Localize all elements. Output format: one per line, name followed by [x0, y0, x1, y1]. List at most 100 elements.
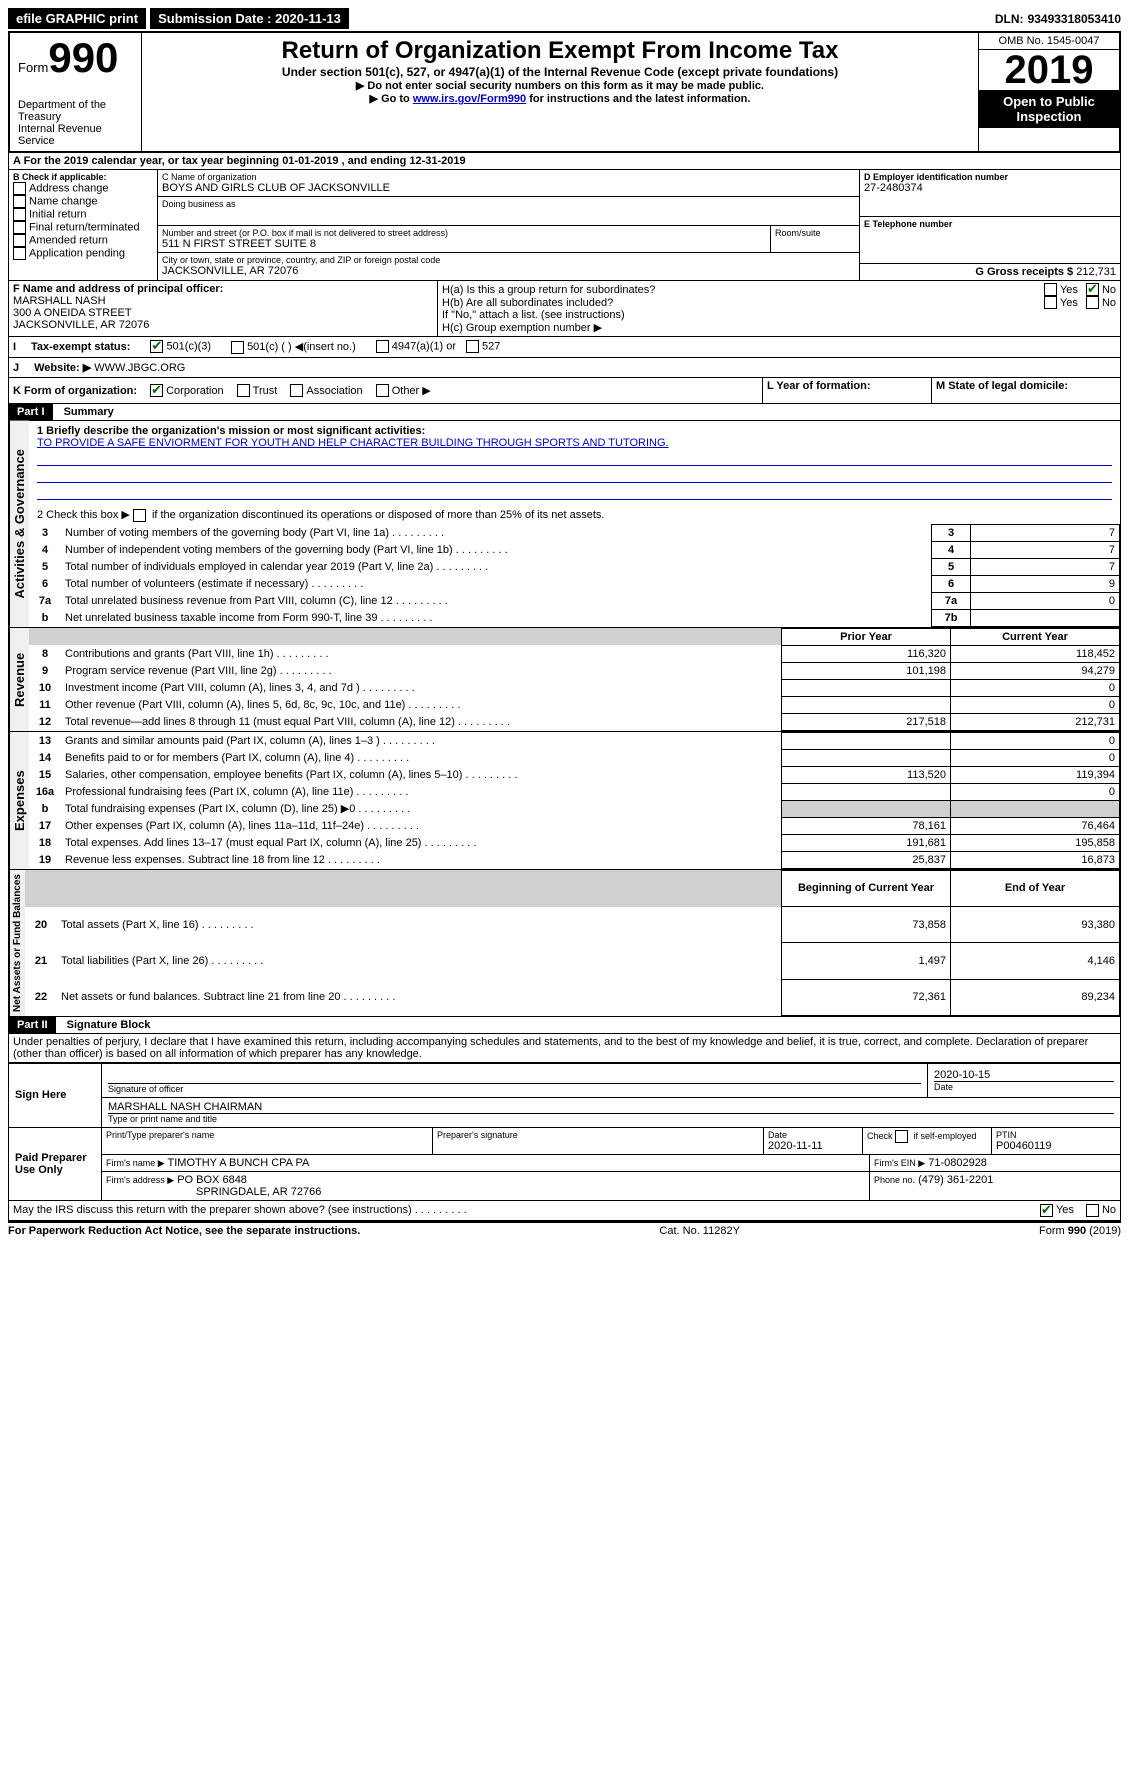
- governance-table: 3 Number of voting members of the govern…: [29, 524, 1120, 627]
- footer: For Paperwork Reduction Act Notice, see …: [8, 1225, 1121, 1237]
- officer-addr2: JACKSONVILLE, AR 72076: [13, 319, 433, 331]
- officer-group-block: F Name and address of principal officer:…: [8, 281, 1121, 337]
- efile-print-button[interactable]: efile GRAPHIC print: [8, 8, 146, 29]
- check-address-change[interactable]: [13, 182, 26, 195]
- discuss-question: May the IRS discuss this return with the…: [13, 1204, 1040, 1216]
- line-a-tax-year: A For the 2019 calendar year, or tax yea…: [8, 153, 1121, 170]
- city-label: City or town, state or province, country…: [162, 255, 855, 265]
- street-address: 511 N FIRST STREET SUITE 8: [162, 238, 766, 250]
- signature-table: Sign Here Signature of officer 2020-10-1…: [8, 1063, 1121, 1201]
- check-trust[interactable]: [237, 384, 250, 397]
- revenue-table: Prior YearCurrent Year8 Contributions an…: [29, 628, 1120, 731]
- officer-name: MARSHALL NASH: [13, 295, 433, 307]
- check-name-change[interactable]: [13, 195, 26, 208]
- instruction-2: ▶ Go to www.irs.gov/Form990 for instruct…: [146, 92, 974, 105]
- box-l-label: L Year of formation:: [767, 380, 871, 392]
- paperwork-notice: For Paperwork Reduction Act Notice, see …: [8, 1225, 360, 1237]
- check-association[interactable]: [290, 384, 303, 397]
- ptin-value: P00460119: [996, 1140, 1116, 1152]
- check-527[interactable]: [466, 340, 479, 353]
- tax-exempt-row: I Tax-exempt status: 501(c)(3) 501(c) ( …: [8, 337, 1121, 358]
- preparer-date: 2020-11-11: [768, 1140, 858, 1152]
- check-corporation[interactable]: [150, 384, 163, 397]
- section-net-assets: Net Assets or Fund Balances: [9, 870, 25, 1016]
- section-expenses: Expenses: [9, 732, 29, 869]
- submission-date: Submission Date : 2020-11-13: [150, 8, 349, 29]
- part1-title: Summary: [56, 406, 114, 418]
- main-title: Return of Organization Exempt From Incom…: [146, 37, 974, 65]
- part2-title: Signature Block: [59, 1019, 151, 1031]
- form-footer: Form 990 (2019): [1039, 1225, 1121, 1237]
- phone-label: E Telephone number: [864, 219, 1116, 229]
- ha-label: H(a) Is this a group return for subordin…: [442, 284, 1044, 296]
- firm-addr2: SPRINGDALE, AR 72766: [106, 1186, 865, 1198]
- expense-table: 13 Grants and similar amounts paid (Part…: [29, 732, 1120, 869]
- form-header: Form990 Department of the Treasury Inter…: [8, 31, 1121, 153]
- firm-addr1: PO BOX 6848: [177, 1174, 247, 1186]
- check-application[interactable]: [13, 247, 26, 260]
- check-final-return[interactable]: [13, 221, 26, 234]
- officer-label: F Name and address of principal officer:: [13, 283, 433, 295]
- open-public-badge: Open to Public Inspection: [979, 90, 1119, 128]
- firm-phone: (479) 361-2201: [918, 1174, 993, 1186]
- box-k-label: K Form of organization:: [13, 385, 137, 397]
- form-number: 990: [48, 34, 118, 81]
- gross-receipts-label: G Gross receipts $: [975, 266, 1073, 278]
- hb-note: If "No," attach a list. (see instruction…: [442, 309, 1116, 321]
- ha-no[interactable]: [1086, 283, 1099, 296]
- mission-text: TO PROVIDE A SAFE ENVIORMENT FOR YOUTH A…: [37, 437, 1112, 449]
- form-of-org-row: K Form of organization: Corporation Trus…: [8, 378, 1121, 405]
- discuss-no[interactable]: [1086, 1204, 1099, 1217]
- org-name-label: C Name of organization: [162, 172, 855, 182]
- part1-header: Part I: [9, 404, 53, 420]
- irs-link[interactable]: www.irs.gov/Form990: [413, 93, 526, 105]
- paid-preparer-label: Paid Preparer Use Only: [9, 1127, 102, 1200]
- sign-here-label: Sign Here: [9, 1063, 102, 1127]
- hc-label: H(c) Group exemption number ▶: [442, 321, 1116, 334]
- dept-treasury: Department of the Treasury: [18, 99, 133, 123]
- box-m-label: M State of legal domicile:: [936, 380, 1068, 392]
- check-4947[interactable]: [376, 340, 389, 353]
- website-value[interactable]: WWW.JBGC.ORG: [94, 362, 185, 374]
- tax-exempt-label: Tax-exempt status:: [31, 341, 130, 353]
- sig-officer-label: Signature of officer: [108, 1084, 921, 1094]
- instruction-1: ▶ Do not enter social security numbers o…: [146, 79, 974, 92]
- firm-ein: 71-0802928: [928, 1157, 987, 1169]
- ha-yes[interactable]: [1044, 283, 1057, 296]
- ein-label: D Employer identification number: [864, 172, 1116, 182]
- form-prefix: Form: [18, 60, 48, 75]
- gross-receipts-value: 212,731: [1076, 266, 1116, 278]
- check-501c[interactable]: [231, 341, 244, 354]
- box-b-label: B Check if applicable:: [13, 172, 153, 182]
- dln-label: DLN:: [995, 12, 1024, 26]
- hb-no[interactable]: [1086, 296, 1099, 309]
- part2-header: Part II: [9, 1017, 56, 1033]
- website-label: Website: ▶: [34, 362, 91, 374]
- hb-label: H(b) Are all subordinates included?: [442, 297, 1044, 309]
- date-label: Date: [934, 1082, 1114, 1092]
- sig-date: 2020-10-15: [934, 1069, 1114, 1082]
- identity-block: B Check if applicable: Address change Na…: [8, 170, 1121, 281]
- dept-irs: Internal Revenue Service: [18, 123, 133, 147]
- perjury-statement: Under penalties of perjury, I declare th…: [8, 1034, 1121, 1063]
- subtitle: Under section 501(c), 527, or 4947(a)(1)…: [146, 65, 974, 79]
- check-other[interactable]: [376, 384, 389, 397]
- line2-text: 2 Check this box ▶ if the organization d…: [29, 506, 1120, 524]
- website-row: J Website: ▶ WWW.JBGC.ORG: [8, 358, 1121, 378]
- hb-yes[interactable]: [1044, 296, 1057, 309]
- check-amended[interactable]: [13, 234, 26, 247]
- room-label: Room/suite: [775, 228, 855, 238]
- check-discontinued[interactable]: [133, 509, 146, 522]
- top-bar: efile GRAPHIC print Submission Date : 20…: [8, 8, 1121, 29]
- summary-body: Activities & Governance 1 Briefly descri…: [8, 421, 1121, 628]
- type-name-label: Type or print name and title: [108, 1114, 1114, 1124]
- check-self-employed[interactable]: [895, 1130, 908, 1143]
- discuss-yes[interactable]: [1040, 1204, 1053, 1217]
- section-governance: Activities & Governance: [9, 421, 29, 627]
- city-state-zip: JACKSONVILLE, AR 72076: [162, 265, 855, 277]
- check-initial-return[interactable]: [13, 208, 26, 221]
- ein-value: 27-2480374: [864, 182, 1116, 194]
- check-501c3[interactable]: [150, 340, 163, 353]
- dln-value: 93493318053410: [1028, 12, 1121, 26]
- section-revenue: Revenue: [9, 628, 29, 731]
